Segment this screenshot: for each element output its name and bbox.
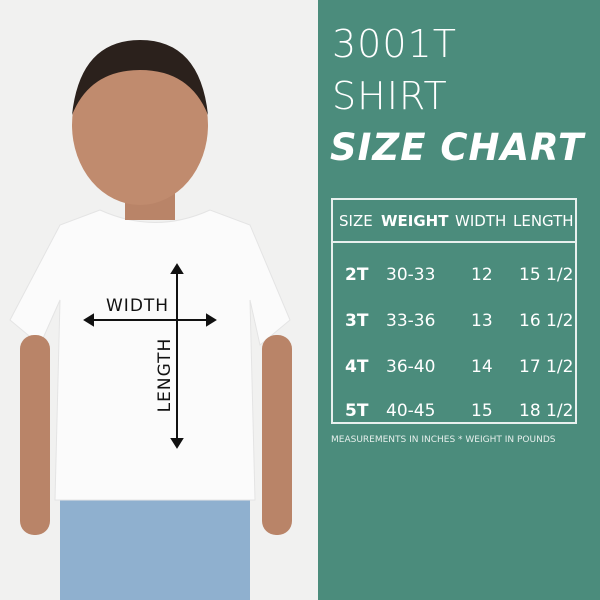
right-arm	[262, 335, 292, 535]
chart-title: SIZE CHART	[330, 126, 585, 169]
header-size: SIZE	[339, 212, 373, 230]
width-label: WIDTH	[106, 296, 170, 316]
tshirt	[9, 209, 291, 501]
hair	[72, 40, 208, 115]
model-photo: WIDTH LENGTH	[0, 0, 318, 600]
cell-size: 3T	[345, 311, 369, 331]
table-row: 3T 33-36 13 16 1/2	[333, 311, 575, 341]
cell-width: 15	[471, 401, 493, 421]
head	[72, 45, 208, 205]
cell-length: 15 1/2	[519, 265, 574, 285]
cell-size: 4T	[345, 357, 369, 377]
cell-weight: 30-33	[386, 265, 436, 285]
cell-length: 18 1/2	[519, 401, 574, 421]
cell-weight: 33-36	[386, 311, 436, 331]
size-table: SIZE WEIGHT WIDTH LENGTH 2T 30-33 12 15 …	[331, 198, 577, 424]
cell-length: 17 1/2	[519, 357, 574, 377]
measure-arrows	[83, 263, 217, 449]
length-label: LENGTH	[155, 337, 175, 413]
cell-width: 12	[471, 265, 493, 285]
cell-weight: 36-40	[386, 357, 436, 377]
header-length: LENGTH	[513, 212, 574, 230]
header-width: WIDTH	[455, 212, 507, 230]
table-header: SIZE WEIGHT WIDTH LENGTH	[333, 200, 575, 243]
product-type: SHIRT	[332, 74, 448, 118]
table-row: 2T 30-33 12 15 1/2	[333, 265, 575, 295]
cell-width: 13	[471, 311, 493, 331]
cell-width: 14	[471, 357, 493, 377]
table-row: 5T 40-45 15 18 1/2	[333, 401, 575, 431]
table-row: 4T 36-40 14 17 1/2	[333, 357, 575, 387]
header-weight: WEIGHT	[381, 212, 449, 230]
measurement-note: MEASUREMENTS IN INCHES * WEIGHT IN POUND…	[331, 435, 556, 445]
cell-size: 5T	[345, 401, 369, 421]
product-code: 3001T	[332, 22, 457, 66]
size-chart-panel: 3001T SHIRT SIZE CHART SIZE WEIGHT WIDTH…	[318, 0, 600, 600]
left-arm	[20, 335, 50, 535]
cell-size: 2T	[345, 265, 369, 285]
cell-length: 16 1/2	[519, 311, 574, 331]
child-tshirt-illustration	[9, 40, 292, 600]
cell-weight: 40-45	[386, 401, 436, 421]
